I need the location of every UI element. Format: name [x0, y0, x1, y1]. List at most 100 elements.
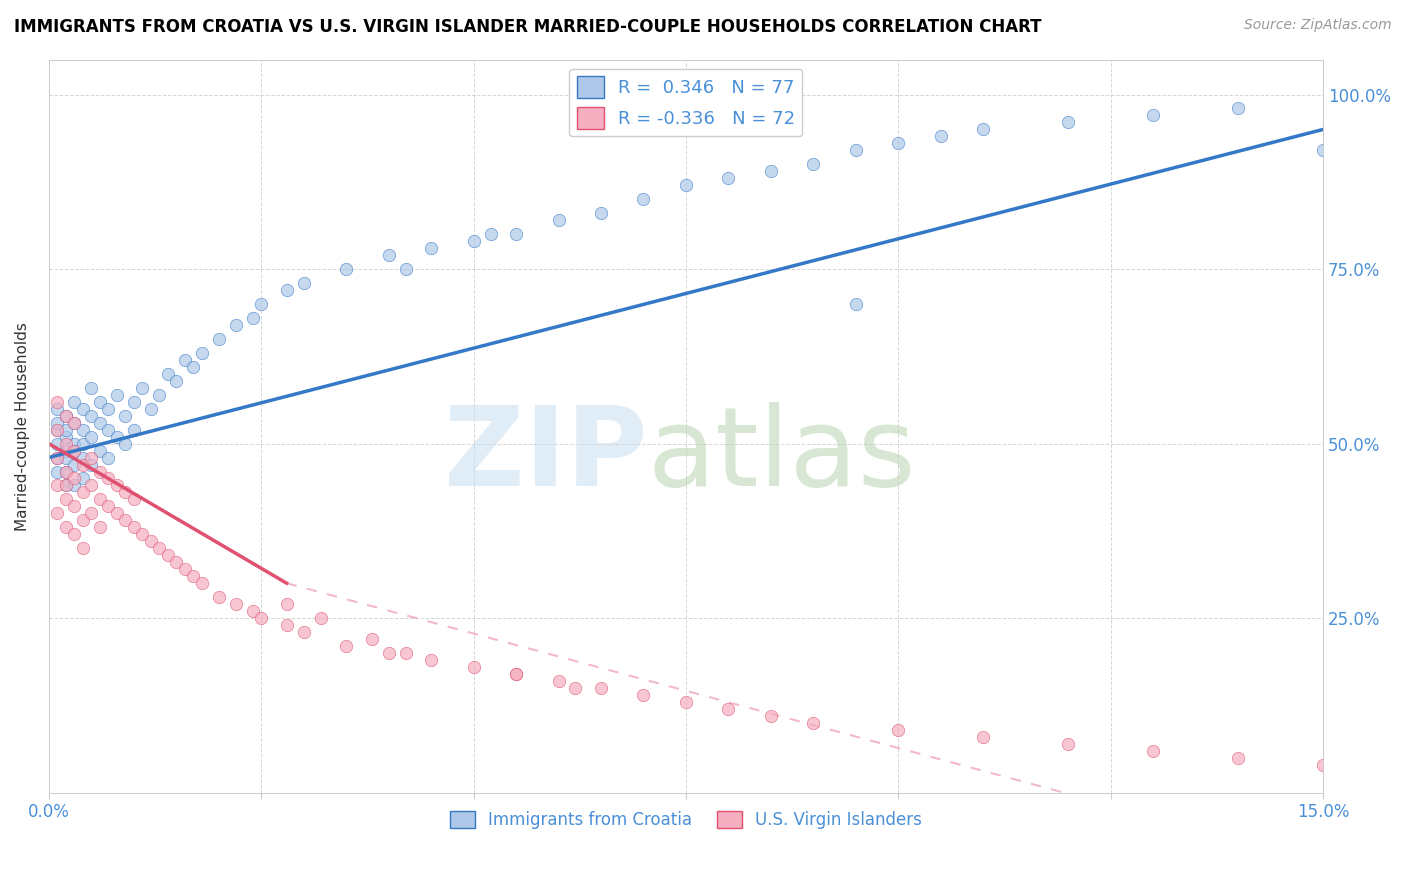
Point [80, 507, 103, 521]
Point [97, 401, 120, 416]
Text: IMMIGRANTS FROM CROATIA VS U.S. VIRGIN ISLANDER MARRIED-COUPLE HOUSEHOLDS CORREL: IMMIGRANTS FROM CROATIA VS U.S. VIRGIN I… [14, 18, 1042, 36]
Point [250, 611, 273, 625]
Point [46, 507, 69, 521]
Point [292, 625, 315, 640]
Point [250, 297, 273, 311]
Point [46, 450, 69, 465]
Point [377, 248, 399, 262]
Point [148, 541, 170, 556]
Point [360, 632, 382, 646]
Point [276, 283, 298, 297]
Point [63, 471, 86, 485]
Point [225, 597, 247, 611]
Point [1057, 737, 1080, 751]
Point [114, 513, 136, 527]
Point [547, 673, 569, 688]
Point [72, 423, 94, 437]
Point [276, 597, 298, 611]
Point [122, 520, 145, 534]
Point [89, 520, 111, 534]
Point [55, 478, 77, 492]
Point [156, 367, 179, 381]
Point [505, 227, 527, 241]
Point [309, 611, 332, 625]
Point [46, 465, 69, 479]
Point [97, 423, 120, 437]
Point [887, 136, 910, 151]
Point [89, 443, 111, 458]
Point [463, 234, 485, 248]
Point [72, 458, 94, 472]
Point [105, 388, 128, 402]
Point [717, 171, 740, 186]
Point [80, 381, 103, 395]
Point [63, 443, 86, 458]
Point [131, 527, 153, 541]
Point [105, 507, 128, 521]
Point [55, 409, 77, 423]
Point [139, 534, 162, 549]
Point [181, 569, 204, 583]
Point [929, 129, 952, 144]
Point [1227, 750, 1250, 764]
Point [972, 122, 994, 136]
Point [242, 310, 264, 325]
Point [63, 436, 86, 450]
Point [589, 681, 612, 695]
Point [89, 416, 111, 430]
Point [420, 241, 443, 255]
Point [479, 227, 502, 241]
Point [394, 262, 416, 277]
Point [122, 423, 145, 437]
Point [156, 549, 179, 563]
Point [63, 478, 86, 492]
Point [1142, 108, 1164, 122]
Point [173, 352, 195, 367]
Point [72, 471, 94, 485]
Point [675, 178, 697, 193]
Point [105, 478, 128, 492]
Point [173, 562, 195, 576]
Point [63, 458, 86, 472]
Text: Source: ZipAtlas.com: Source: ZipAtlas.com [1244, 18, 1392, 32]
Point [114, 485, 136, 500]
Point [55, 520, 77, 534]
Point [225, 318, 247, 332]
Point [72, 485, 94, 500]
Point [335, 639, 357, 653]
Point [46, 394, 69, 409]
Point [97, 500, 120, 514]
Point [46, 401, 69, 416]
Point [292, 276, 315, 290]
Point [72, 541, 94, 556]
Point [759, 164, 782, 178]
Point [55, 436, 77, 450]
Point [46, 416, 69, 430]
Point [46, 436, 69, 450]
Point [46, 450, 69, 465]
Point [72, 436, 94, 450]
Point [1312, 757, 1334, 772]
Point [55, 492, 77, 507]
Point [505, 667, 527, 681]
Legend: Immigrants from Croatia, U.S. Virgin Islanders: Immigrants from Croatia, U.S. Virgin Isl… [443, 804, 929, 836]
Point [131, 381, 153, 395]
Point [887, 723, 910, 737]
Y-axis label: Married-couple Households: Married-couple Households [15, 322, 30, 531]
Point [165, 555, 187, 569]
Point [148, 388, 170, 402]
Point [190, 576, 212, 591]
Point [1312, 144, 1334, 158]
Point [242, 604, 264, 618]
Point [505, 667, 527, 681]
Point [89, 394, 111, 409]
Point [633, 688, 655, 702]
Point [89, 465, 111, 479]
Point [72, 450, 94, 465]
Point [63, 443, 86, 458]
Point [463, 660, 485, 674]
Point [55, 465, 77, 479]
Point [55, 443, 77, 458]
Point [80, 429, 103, 443]
Point [208, 590, 231, 604]
